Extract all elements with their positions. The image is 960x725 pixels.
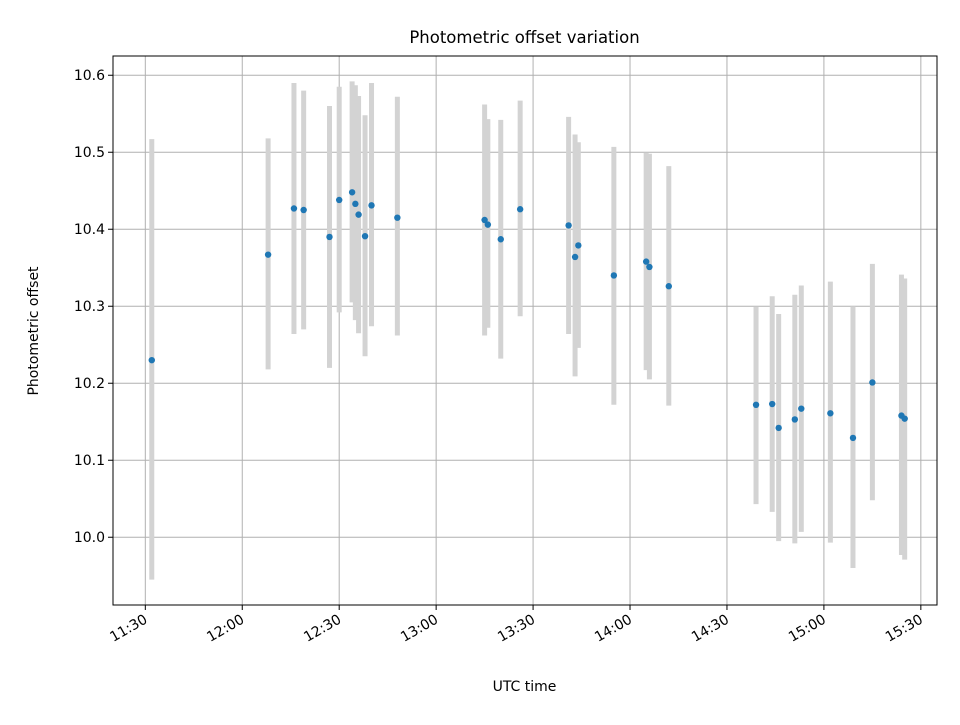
- data-point: [352, 200, 359, 208]
- data-point: [665, 283, 672, 290]
- data-point: [849, 434, 857, 442]
- data-point: [646, 263, 653, 271]
- y-tick-label: 10.6: [74, 68, 105, 84]
- data-point: [335, 196, 343, 204]
- data-point: [769, 400, 776, 408]
- data-point: [368, 202, 375, 209]
- data-point: [575, 242, 582, 249]
- plot-frame: [112, 55, 938, 606]
- data-point: [394, 214, 401, 221]
- data-point: [355, 211, 362, 218]
- data-point: [571, 253, 579, 261]
- data-point: [798, 405, 805, 412]
- data-point: [901, 415, 908, 422]
- data-point: [481, 216, 488, 224]
- y-axis-label: Photometric offset: [26, 266, 42, 396]
- data-points: [148, 189, 908, 442]
- data-point: [348, 189, 356, 196]
- data-point: [775, 424, 782, 432]
- y-tick-label: 10.0: [74, 530, 105, 546]
- data-point: [264, 251, 272, 258]
- y-axis-ticks: 10.0 10.1 10.2 10.3 10.4 10.5 10.6: [74, 68, 113, 546]
- data-point: [752, 401, 760, 409]
- y-tick-label: 10.3: [74, 299, 105, 315]
- data-point: [516, 206, 524, 213]
- data-point: [484, 221, 492, 228]
- data-point: [791, 416, 799, 423]
- data-point: [565, 222, 572, 229]
- y-tick-label: 10.1: [74, 453, 105, 469]
- data-point: [148, 356, 155, 364]
- y-tick-label: 10.4: [74, 222, 105, 238]
- data-point: [869, 379, 876, 386]
- y-tick-label: 10.2: [74, 376, 105, 392]
- data-point: [300, 206, 307, 214]
- data-point: [497, 236, 504, 243]
- data-point: [827, 410, 834, 417]
- data-point: [326, 233, 333, 241]
- data-point: [290, 205, 298, 212]
- data-point: [361, 232, 369, 240]
- y-tick-label: 10.5: [74, 145, 105, 161]
- data-point: [610, 272, 618, 279]
- data-point: [642, 258, 650, 265]
- chart-title: Photometric offset variation: [409, 28, 639, 47]
- x-axis-label: UTC time: [493, 679, 557, 695]
